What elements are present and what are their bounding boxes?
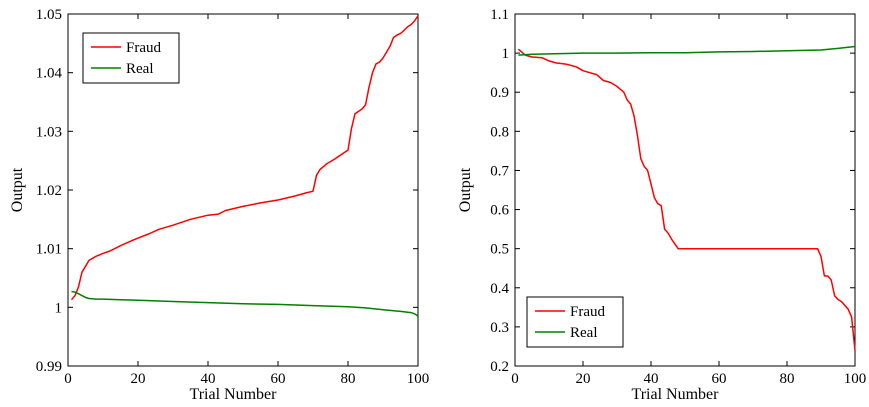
y-tick-label: 1 bbox=[502, 46, 510, 62]
y-tick-label: 0.4 bbox=[490, 281, 509, 297]
y-tick-label: 0.9 bbox=[490, 85, 509, 101]
y-tick-label: 0.6 bbox=[490, 203, 509, 219]
y-tick-label: 1.05 bbox=[36, 7, 62, 23]
series-line-real bbox=[71, 290, 419, 317]
chart-2: 0 20 40 60 80 100 0.2 0.3 0.4 0.5 0.6 0.7 0.8 0.9 1 1.1… bbox=[457, 7, 866, 403]
y-axis-label: Output bbox=[457, 167, 474, 212]
x-tick-label: 20 bbox=[576, 371, 591, 387]
x-tick-label: 100 bbox=[407, 371, 430, 387]
x-tick-label: 60 bbox=[712, 371, 727, 387]
legend: Fraud Real bbox=[526, 296, 624, 348]
series-line-real bbox=[518, 45, 856, 56]
x-tick-label: 0 bbox=[511, 371, 519, 387]
y-tick-label: 1.04 bbox=[36, 66, 63, 82]
y-axis-label: Output bbox=[9, 167, 26, 212]
x-tick-label: 40 bbox=[644, 371, 659, 387]
x-tick-label: 20 bbox=[131, 371, 146, 387]
x-tick-label: 0 bbox=[64, 371, 72, 387]
legend-box bbox=[526, 296, 624, 348]
y-tick-label: 1.02 bbox=[36, 183, 62, 199]
legend: Fraud Real bbox=[82, 32, 180, 84]
series-line-fraud bbox=[517, 48, 856, 351]
legend-box bbox=[82, 32, 180, 84]
y-tick-label: 0.8 bbox=[490, 124, 509, 140]
y-tick-label: 0.3 bbox=[490, 320, 509, 336]
x-tick-label: 80 bbox=[341, 371, 356, 387]
y-tick-label: 1.1 bbox=[490, 7, 509, 23]
legend-label-real: Real bbox=[126, 61, 154, 77]
legend-label-real: Real bbox=[570, 325, 598, 341]
legend-label-fraud: Fraud bbox=[570, 304, 605, 320]
y-tick-label: 1.01 bbox=[36, 242, 62, 258]
y-tick-label: 1.03 bbox=[36, 124, 62, 140]
x-tick-label: 40 bbox=[201, 371, 216, 387]
chart-1: 0 20 40 60 80 100 0.99 1 1.01 1.02 1.03 1.04 1.05 Tri… bbox=[9, 7, 429, 403]
series-line-fraud bbox=[70, 15, 419, 301]
y-tick-label: 0.2 bbox=[490, 359, 509, 375]
x-tick-label: 60 bbox=[271, 371, 286, 387]
y-tick-label: 0.7 bbox=[490, 163, 509, 179]
x-tick-label: 80 bbox=[780, 371, 795, 387]
y-tick-label: 0.99 bbox=[36, 359, 62, 375]
y-tick-label: 1 bbox=[55, 300, 63, 316]
legend-label-fraud: Fraud bbox=[126, 40, 161, 56]
x-axis-label: Trial Number bbox=[190, 386, 278, 403]
x-tick-label: 100 bbox=[844, 371, 867, 387]
x-axis-label: Trial Number bbox=[632, 386, 720, 403]
y-tick-label: 0.5 bbox=[490, 242, 509, 258]
